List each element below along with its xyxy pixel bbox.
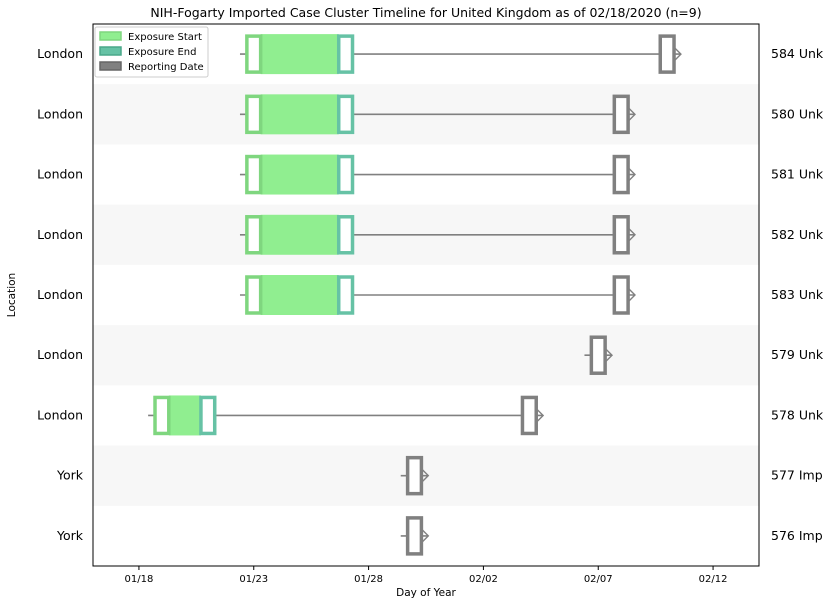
row-location-label: London (37, 167, 83, 182)
exposure-end-box (336, 154, 355, 195)
exposure-start-box (153, 395, 171, 436)
reporting-date-box (612, 154, 630, 195)
row-case-label: 576 Imp (771, 528, 823, 543)
row-location-label: York (56, 468, 84, 483)
timeline-arrow (535, 407, 545, 423)
case-labels: 584 Unk 580 Unk 581 Unk 582 Unk 583 Unk 579 U… (771, 46, 824, 543)
exposure-window-bar (260, 34, 339, 75)
row-location-label: London (37, 407, 83, 422)
exposure-start-box (245, 34, 263, 74)
timeline-row (239, 34, 682, 75)
reporting-date-box (612, 275, 630, 315)
timeline-row (400, 455, 430, 496)
timeline-row (400, 516, 430, 556)
exposure-end-box (336, 275, 355, 315)
timeline-row (584, 335, 614, 375)
x-tick-label: 02/07 (584, 574, 613, 585)
legend-box (94, 26, 209, 78)
row-location-label: York (56, 528, 84, 543)
timeline-arrow (604, 347, 614, 363)
timeline-row (239, 154, 636, 195)
row-location-label: London (37, 287, 83, 302)
exposure-window-bar (260, 275, 339, 315)
x-tick-label: 01/18 (125, 574, 154, 585)
exposure-start-box (245, 94, 263, 135)
row-location-label: London (37, 227, 83, 242)
timeline-arrow (627, 167, 636, 183)
row-location-label: London (37, 106, 83, 121)
legend-swatch-exposure-end (99, 46, 122, 56)
exposure-start-box (245, 154, 263, 195)
row-case-label: 579 Unk (771, 347, 824, 362)
reporting-date-box (612, 215, 630, 255)
row-case-label: 578 Unk (771, 407, 824, 422)
timeline-row (239, 94, 636, 135)
exposure-start-box (245, 275, 263, 315)
legend-swatch-exposure-start (99, 31, 122, 41)
exposure-end-box (336, 215, 355, 255)
exposure-end-box (199, 395, 217, 436)
y-axis-label: Location (6, 273, 18, 317)
reporting-date-box (405, 516, 424, 556)
exposure-window-bar (260, 214, 339, 255)
row-band (93, 325, 759, 386)
legend-label-reporting-date: Reporting Date (128, 62, 204, 73)
row-case-label: 577 Imp (771, 468, 823, 483)
legend-swatch-reporting-date (99, 61, 122, 71)
exposure-window-bar (168, 395, 201, 436)
legend: Exposure Start Exposure End Reporting Da… (94, 26, 209, 78)
exposure-start-box (245, 215, 263, 255)
exposure-end-box (336, 94, 355, 135)
x-tick-label: 01/28 (354, 574, 383, 585)
legend-label-exposure-start: Exposure Start (128, 32, 202, 43)
exposure-end-box (336, 34, 355, 74)
reporting-date-box (612, 94, 630, 135)
reporting-date-box (520, 395, 538, 436)
timeline-row (239, 275, 636, 315)
timeline-arrow (673, 46, 682, 62)
row-case-label: 580 Unk (771, 106, 824, 121)
reporting-date-box (589, 335, 607, 375)
row-location-label: London (37, 46, 83, 61)
row-case-label: 581 Unk (771, 167, 824, 182)
row-location-label: London (37, 347, 83, 362)
row-case-label: 583 Unk (771, 287, 824, 302)
timeline-arrow (627, 287, 636, 303)
plot-frame (92, 23, 760, 567)
reporting-date-box (658, 34, 676, 74)
legend-label-exposure-end: Exposure End (128, 47, 196, 58)
timeline-arrow (420, 468, 430, 484)
timeline-arrow (420, 528, 430, 544)
x-axis-label: Day of Year (396, 587, 456, 599)
row-case-label: 584 Unk (771, 46, 824, 61)
timeline-arrow (627, 227, 636, 243)
row-marks (148, 34, 682, 556)
timeline-row (239, 214, 636, 255)
exposure-window-bar (260, 154, 339, 195)
timeline-row (148, 395, 545, 436)
exposure-window-bar (260, 94, 339, 135)
x-tick-label: 02/02 (469, 574, 498, 585)
x-axis: 01/18 01/23 01/28 02/02 02/07 02/12 (125, 566, 728, 585)
y-axis-labels: London London London London London London Lond… (37, 46, 84, 543)
reporting-date-box (405, 455, 424, 496)
row-case-label: 582 Unk (771, 227, 824, 242)
timeline-arrow (627, 106, 636, 122)
x-tick-label: 02/12 (699, 574, 728, 585)
chart-title: NIH-Fogarty Imported Case Cluster Timeli… (150, 5, 701, 20)
x-tick-label: 01/23 (239, 574, 268, 585)
